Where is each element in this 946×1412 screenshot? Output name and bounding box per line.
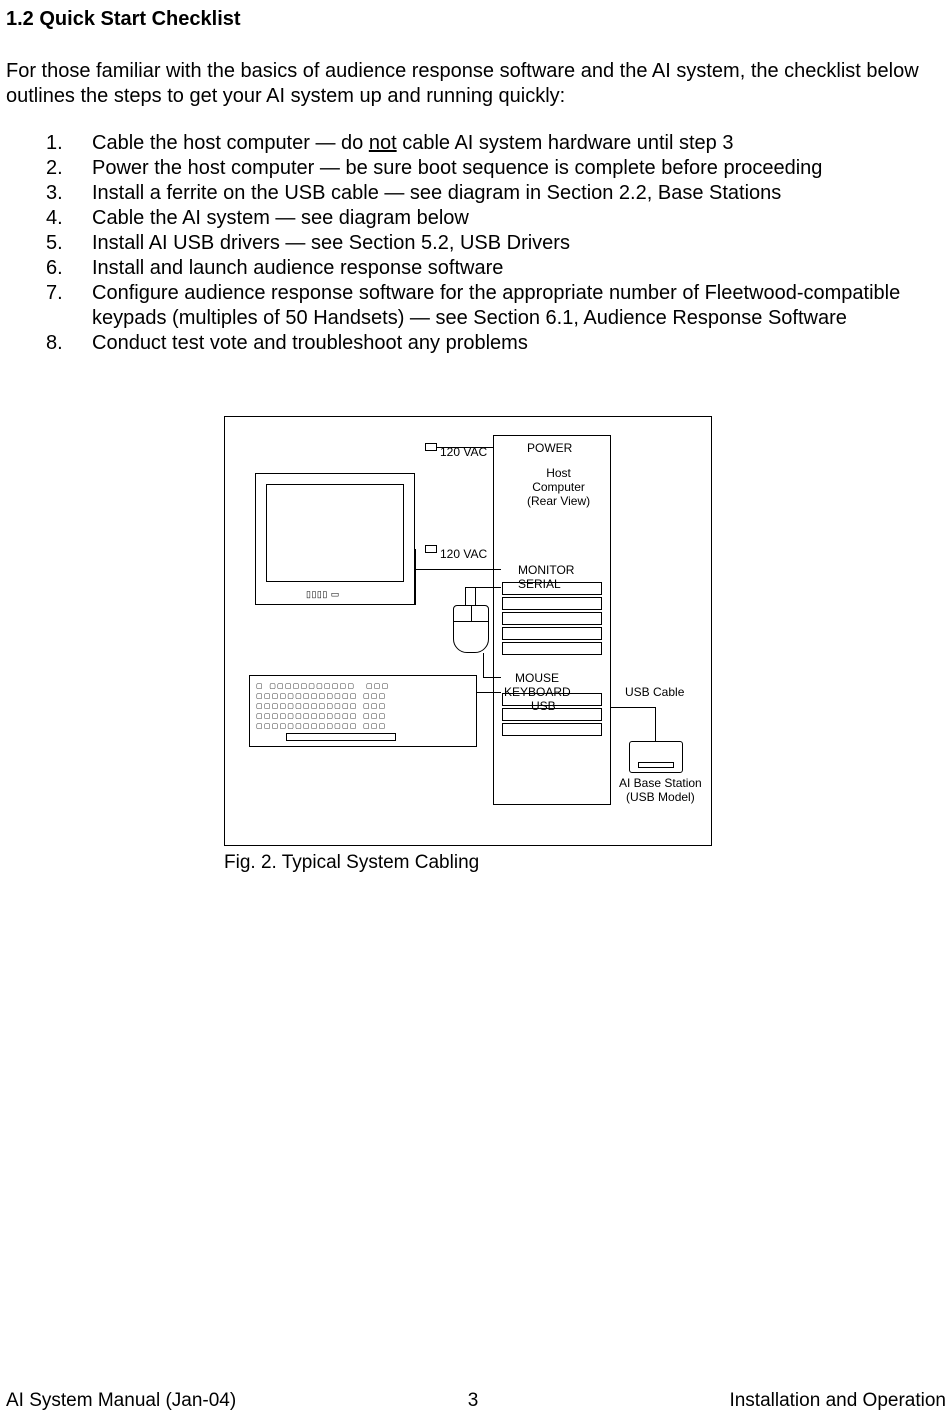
list-text: Cable the AI system — see diagram below (92, 206, 940, 231)
list-item: 1. Cable the host computer — do not cabl… (46, 131, 940, 156)
base-station-icon (629, 741, 683, 773)
cable-line (465, 587, 466, 605)
figure-caption: Fig. 2. Typical System Cabling (224, 852, 712, 874)
list-item: 7. Configure audience response software … (46, 281, 940, 331)
mouse-icon (453, 605, 489, 653)
power-plug-icon (425, 443, 437, 451)
list-item: 4. Cable the AI system — see diagram bel… (46, 206, 940, 231)
list-text: Conduct test vote and troubleshoot any p… (92, 331, 940, 356)
monitor-icon: ▯▯▯▯ ▭ (255, 473, 415, 605)
monitor-screen (266, 484, 404, 582)
list-text: Configure audience response software for… (92, 281, 940, 331)
list-item: 8. Conduct test vote and troubleshoot an… (46, 331, 940, 356)
diagram-container: ▯▯▯▯ ▭ (224, 416, 712, 874)
diagram-box: ▯▯▯▯ ▭ (224, 416, 712, 846)
label-120vac: 120 VAC (440, 547, 487, 561)
page: 1.2 Quick Start Checklist For those fami… (0, 0, 946, 1408)
label-host-computer: Host Computer (Rear View) (527, 467, 590, 508)
list-text-pre: Cable the host computer — do (92, 132, 369, 154)
port-serial (502, 597, 602, 610)
label-base-station: AI Base Station (USB Model) (619, 777, 702, 805)
mouse-divider (471, 606, 472, 622)
label-usb: USB (531, 699, 556, 713)
list-text: Install a ferrite on the USB cable — see… (92, 181, 940, 206)
cable-line (611, 707, 655, 708)
list-number: 3. (46, 181, 92, 206)
cable-line (437, 447, 493, 448)
keyboard-spacebar (286, 733, 396, 741)
cable-line (415, 569, 501, 570)
list-text: Install and launch audience response sof… (92, 256, 940, 281)
list-number: 2. (46, 156, 92, 181)
checklist: 1. Cable the host computer — do not cabl… (6, 131, 940, 356)
label-monitor: MONITOR (518, 563, 574, 577)
cable-line (477, 692, 501, 693)
base-station-slot (638, 762, 674, 768)
list-number: 6. (46, 256, 92, 281)
cable-line (475, 587, 476, 605)
intro-paragraph: For those familiar with the basics of au… (6, 59, 940, 109)
monitor-buttons: ▯▯▯▯ ▭ (306, 589, 340, 600)
list-text: Install AI USB drivers — see Section 5.2… (92, 231, 940, 256)
footer-right: Installation and Operation (729, 1390, 946, 1412)
cable-line (655, 707, 656, 741)
port-row (502, 627, 602, 640)
keyboard-icon: ▢ ▢▢▢▢▢▢▢▢▢▢▢ ▢▢▢ ▢▢▢▢▢▢▢▢▢▢▢▢▢ ▢▢▢ ▢▢▢▢… (249, 675, 477, 747)
list-item: 6. Install and launch audience response … (46, 256, 940, 281)
power-plug-icon (425, 545, 437, 553)
cable-line (415, 549, 416, 605)
port-row (502, 642, 602, 655)
list-item: 3. Install a ferrite on the USB cable — … (46, 181, 940, 206)
label-mouse: MOUSE (515, 671, 559, 685)
list-text: Power the host computer — be sure boot s… (92, 156, 940, 181)
label-usb-cable: USB Cable (625, 685, 684, 699)
list-item: 5. Install AI USB drivers — see Section … (46, 231, 940, 256)
list-text: Cable the host computer — do not cable A… (92, 131, 940, 156)
cable-line (483, 677, 501, 678)
list-number: 4. (46, 206, 92, 231)
section-heading: 1.2 Quick Start Checklist (6, 8, 940, 31)
list-item: 2. Power the host computer — be sure boo… (46, 156, 940, 181)
port-area (502, 582, 602, 738)
cable-line (465, 587, 501, 588)
list-text-underlined: not (369, 132, 397, 154)
label-power: POWER (527, 441, 572, 455)
list-number: 1. (46, 131, 92, 156)
label-keyboard: KEYBOARD (504, 685, 571, 699)
list-number: 8. (46, 331, 92, 356)
label-serial: SERIAL (518, 577, 561, 591)
list-text-post: cable AI system hardware until step 3 (397, 132, 734, 154)
port-row (502, 612, 602, 625)
list-number: 7. (46, 281, 92, 331)
port-usb (502, 723, 602, 736)
keyboard-keys: ▢ ▢▢▢▢▢▢▢▢▢▢▢ ▢▢▢ ▢▢▢▢▢▢▢▢▢▢▢▢▢ ▢▢▢ ▢▢▢▢… (256, 682, 470, 732)
cable-line (483, 653, 484, 677)
list-number: 5. (46, 231, 92, 256)
